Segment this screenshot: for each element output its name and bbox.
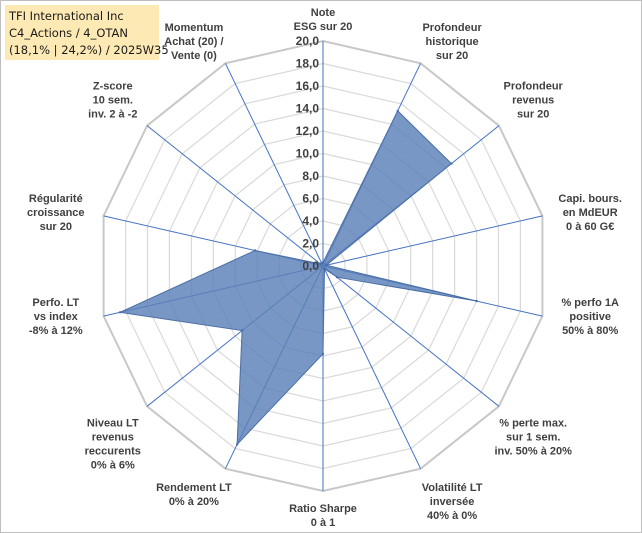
data-point [396,109,399,113]
axis-spoke [224,63,324,267]
axis-label-line: Capi. bours. [558,193,622,205]
axis-label: Niveau LT revenus reccurents 0% à 6% [85,417,141,471]
axis-label: Régularité croissance sur 20 [27,193,84,233]
axis-label-line: Momentum [165,22,224,34]
axis-label-line: positive [569,311,611,323]
axis-label-line: % perfo 1A [561,297,619,309]
axis-label-line: 50% à 80% [562,325,618,337]
axis-label-line: reccurents [85,445,141,457]
tick-label: 14,0 [296,102,320,116]
axis-label-line: en MdEUR [563,207,618,219]
axis-label-line: ESG sur 20 [294,21,353,33]
data-point [235,443,239,446]
tick-label: 10,0 [296,147,320,161]
axis-label-line: 0% à 20% [169,496,219,508]
axis-label-line: Volatilité LT [422,482,483,494]
data-point [450,162,453,165]
axis-label-line: inv. 2 à -2 [88,109,137,121]
data-point [118,311,122,314]
tick-label: 18,0 [296,57,320,71]
axis-label: Volatilité LT inversée 40% à 0% [422,482,483,522]
axis-label-line: Rendement LT [156,482,232,494]
axis-label-line: Niveau LT [87,417,139,429]
axis-label-line: sur 20 [517,109,549,121]
axis-label-line: inv. 50% à 20% [494,445,572,457]
axis-label: Note ESG sur 20 [294,7,353,33]
data-point [321,352,325,355]
tick-label: 0,0 [302,259,319,273]
data-point [325,264,328,267]
axis-label: Profondeur revenus sur 20 [504,81,564,121]
axis-label: Z-score 10 sem. inv. 2 à -2 [88,81,137,121]
axis-label: % perte max. sur 1 sem. inv. 50% à 20% [494,417,572,457]
tick-label: 16,0 [296,79,320,93]
data-area [118,110,477,446]
axis-label-line: Profondeur [504,81,564,93]
data-point [335,276,339,279]
axis-label: Perfo. LT vs index -8% à 12% [29,297,83,337]
axis-label-line: % perte max. [499,417,567,429]
axis-label-line: Achat (20) / [164,36,223,48]
axis-label-line: 0 à 1 [311,517,335,529]
axis-label: Momentum Achat (20) / Vente (0) [164,22,223,62]
axis-label: Ratio Sharpe 0 à 1 [289,503,357,529]
tick-label: 4,0 [302,214,319,228]
axis-spoke [146,125,324,267]
tick-label: 6,0 [302,192,319,206]
axis-label-line: Note [311,7,335,19]
axis-spoke [322,265,500,407]
axis-spoke [322,215,543,267]
data-point [320,261,323,265]
axis-label: Rendement LT 0% à 20% [156,482,232,508]
axis-label-line: historique [426,36,479,48]
summary-stats: (18,1% | 24,2%) / 2025W35 [9,43,169,57]
axis-label-line: revenus [512,95,554,107]
tick-label: 20,0 [296,34,320,48]
axis-label-line: Z-score [93,81,133,93]
axis-label-line: -8% à 12% [29,325,83,337]
axis-label: Capi. bours. en MdEUR 0 à 60 G€ [558,193,622,233]
portfolio-name: C4_Actions / 4_OTAN [9,26,129,40]
axis-label-line: sur 20 [436,50,468,62]
axis-label-line: Vente (0) [171,50,217,62]
axis-label-line: sur 20 [40,221,72,233]
axis-label: % perfo 1A positive 50% à 80% [561,297,619,337]
title-box: TFI International Inc C4_Actions / 4_OTA… [5,5,169,60]
axis-label-line: croissance [27,207,84,219]
axis-spoke [322,265,422,469]
tick-label: 2,0 [302,237,319,251]
axis-label-line: revenus [92,431,134,443]
data-point [475,299,478,303]
axis-label-line: Perfo. LT [32,297,79,309]
axis-label-line: sur 1 sem. [506,431,560,443]
axis-label-line: inversée [430,496,475,508]
axis-label-line: Profondeur [422,22,482,34]
company-name: TFI International Inc [9,9,124,23]
axis-label-line: Régularité [29,193,83,205]
tick-label: 8,0 [302,169,319,183]
axis-label-line: vs index [34,311,79,323]
data-point [253,249,257,252]
axis-label-line: 10 sem. [93,95,133,107]
axis-label-line: 0 à 60 G€ [566,221,614,233]
data-point [240,329,244,332]
axis-label-line: 40% à 0% [427,510,477,522]
axis-label-line: 0% à 6% [91,459,135,471]
axis-label: Profondeur historique sur 20 [422,22,482,62]
axis-label-line: Ratio Sharpe [289,503,357,515]
tick-label: 12,0 [296,124,320,138]
data-point [323,267,326,271]
